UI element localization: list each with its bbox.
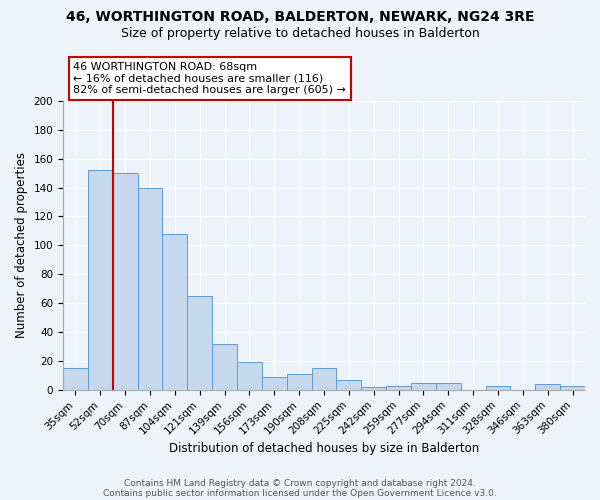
Bar: [237, 362, 262, 390]
Bar: [311, 368, 337, 390]
Bar: [485, 386, 511, 390]
Text: Size of property relative to detached houses in Balderton: Size of property relative to detached ho…: [121, 28, 479, 40]
Bar: [137, 188, 163, 390]
Y-axis label: Number of detached properties: Number of detached properties: [15, 152, 28, 338]
Bar: [411, 382, 436, 390]
Bar: [287, 374, 311, 390]
Text: Contains HM Land Registry data © Crown copyright and database right 2024.: Contains HM Land Registry data © Crown c…: [124, 478, 476, 488]
Bar: [187, 296, 212, 390]
Text: Contains public sector information licensed under the Open Government Licence v3: Contains public sector information licen…: [103, 488, 497, 498]
Bar: [262, 377, 287, 390]
Bar: [163, 234, 187, 390]
Bar: [436, 382, 461, 390]
Bar: [535, 384, 560, 390]
Text: 46 WORTHINGTON ROAD: 68sqm
← 16% of detached houses are smaller (116)
82% of sem: 46 WORTHINGTON ROAD: 68sqm ← 16% of deta…: [73, 62, 346, 95]
Bar: [386, 386, 411, 390]
Bar: [337, 380, 361, 390]
X-axis label: Distribution of detached houses by size in Balderton: Distribution of detached houses by size …: [169, 442, 479, 455]
Bar: [113, 173, 137, 390]
Bar: [361, 387, 386, 390]
Bar: [560, 386, 585, 390]
Bar: [212, 344, 237, 390]
Bar: [63, 368, 88, 390]
Text: 46, WORTHINGTON ROAD, BALDERTON, NEWARK, NG24 3RE: 46, WORTHINGTON ROAD, BALDERTON, NEWARK,…: [66, 10, 534, 24]
Bar: [88, 170, 113, 390]
